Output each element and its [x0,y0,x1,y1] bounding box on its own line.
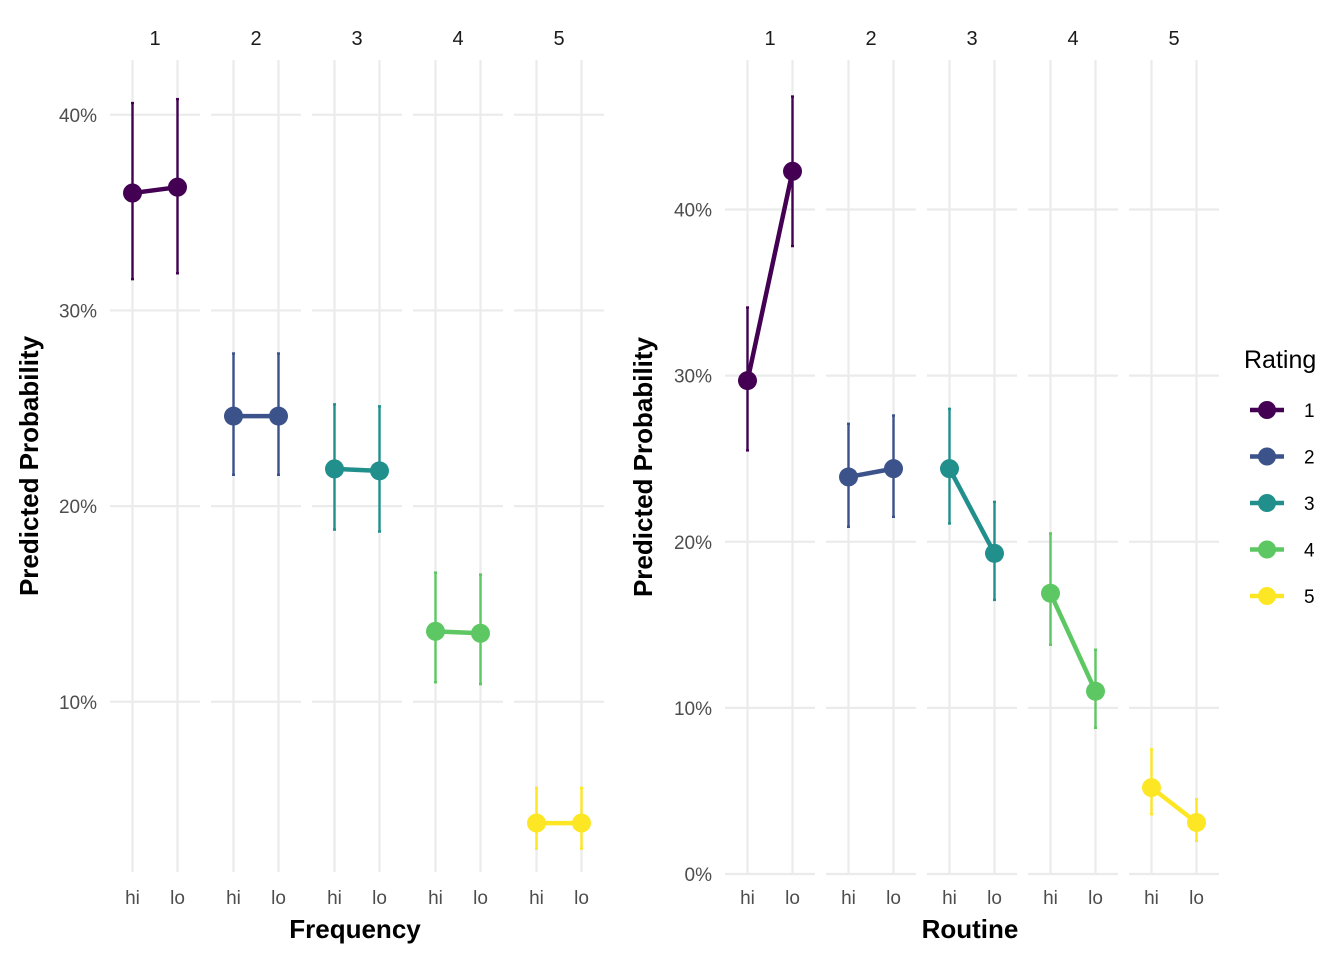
x-tick-label: lo [987,888,1002,909]
facet-strip-label: 1 [149,28,160,50]
legend-key-point [1258,401,1276,419]
y-tick-label: 20% [674,533,712,554]
y-tick-label: 20% [59,497,97,518]
data-point [783,161,802,181]
x-tick-label: lo [170,888,185,909]
data-point [325,459,344,479]
data-point [738,371,757,391]
x-tick-label: hi [125,888,140,909]
legend-title: Rating [1244,346,1316,374]
facet-strip-label: 5 [1168,28,1179,50]
data-point [224,406,243,426]
x-tick-label: lo [271,888,286,909]
data-point [471,623,490,643]
series-line [947,467,997,555]
data-point [426,621,445,641]
data-point [269,406,288,426]
x-tick-label: hi [1043,888,1058,909]
y-tick-label: 40% [674,201,712,222]
facet-strip-label: 4 [452,28,463,50]
data-point [1086,681,1105,701]
x-tick-label: hi [740,888,755,909]
x-tick-label: hi [327,888,342,909]
data-point [884,459,903,479]
data-point [572,813,591,833]
legend-label: 2 [1304,448,1315,469]
y-tick-label: 10% [59,693,97,714]
facet-strip-label: 5 [553,28,564,50]
data-point [839,467,858,487]
x-tick-label: lo [785,888,800,909]
legend-key-point [1258,447,1276,466]
x-axis-title: Routine [922,914,1019,944]
x-tick-label: lo [574,888,589,909]
data-point [985,543,1004,563]
facet-strip-label: 2 [250,28,261,50]
x-tick-label: hi [226,888,241,909]
facet-strip-label: 1 [764,28,775,50]
legend-label: 3 [1304,494,1315,515]
x-tick-label: hi [529,888,544,909]
x-tick-label: hi [1144,888,1159,909]
x-tick-label: lo [1088,888,1103,909]
x-tick-label: hi [942,888,957,909]
legend-label: 1 [1304,401,1315,422]
data-point [527,813,546,833]
x-tick-label: lo [473,888,488,909]
facet-strip-label: 3 [351,28,362,50]
legend-key-point [1258,587,1276,605]
x-tick-label: hi [841,888,856,909]
data-point [168,177,187,197]
data-point [370,461,389,481]
facet-strip-label: 4 [1067,28,1078,50]
y-tick-label: 30% [59,301,97,322]
legend-key-point [1258,540,1276,559]
x-tick-label: lo [372,888,387,909]
x-axis-title: Frequency [289,914,421,944]
series-line [1048,592,1098,693]
data-point [940,459,959,479]
y-tick-label: 40% [59,106,97,127]
facet-strip-label: 2 [865,28,876,50]
data-point [1187,813,1206,833]
y-tick-label: 10% [674,699,712,720]
x-tick-label: lo [886,888,901,909]
series-line [745,170,795,382]
x-tick-label: lo [1189,888,1204,909]
y-tick-label: 30% [674,367,712,388]
data-point [1041,583,1060,603]
legend-key-point [1258,494,1276,512]
y-axis-title: Predicted Probability [14,335,44,596]
legend-label: 4 [1304,541,1315,562]
y-tick-label: 0% [685,865,713,886]
legend-label: 5 [1304,587,1315,608]
data-point [1142,778,1161,798]
x-tick-label: hi [428,888,443,909]
data-point [123,183,142,203]
y-axis-title: Predicted Probability [628,336,658,597]
facet-strip-label: 3 [966,28,977,50]
